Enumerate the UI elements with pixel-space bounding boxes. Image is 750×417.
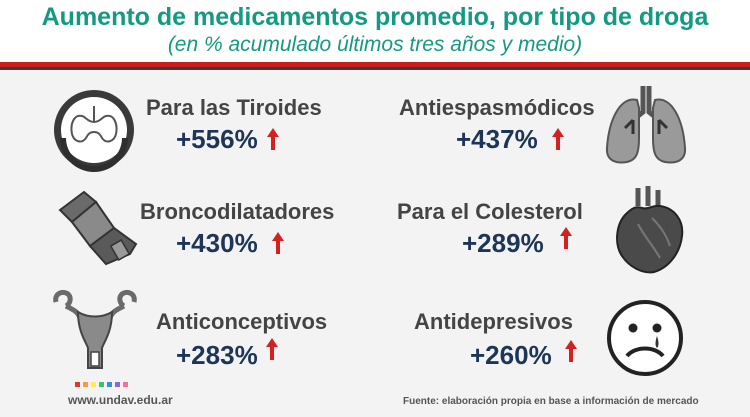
up-arrow-icon	[267, 128, 279, 150]
uterus-icon	[53, 289, 137, 369]
up-arrow-icon	[552, 128, 564, 150]
header-divider-dark	[0, 67, 750, 70]
up-arrow-icon	[560, 227, 572, 249]
item-label-contraceptives: Anticonceptivos	[156, 309, 328, 334]
item-label-thyroid: Para las Tiroides	[146, 95, 322, 120]
page-subtitle: (en % acumulado últimos tres años y medi…	[167, 33, 583, 56]
lungs-icon	[605, 86, 687, 164]
logo-dot	[107, 382, 112, 387]
item-value-cholesterol: +289%	[462, 228, 544, 258]
logo-dot	[75, 382, 80, 387]
footer-source: Fuente: elaboración propia en base a inf…	[403, 396, 699, 407]
item-value-contraceptives: +283%	[176, 340, 258, 370]
sad-face-icon	[607, 300, 683, 376]
item-value-antidepressants: +260%	[470, 340, 552, 370]
inhaler-icon	[58, 190, 138, 266]
header-divider-red	[0, 62, 750, 67]
page-title: Aumento de medicamentos promedio, por ti…	[41, 3, 709, 31]
logo-dot	[123, 382, 128, 387]
footer-url: www.undav.edu.ar	[68, 393, 173, 407]
header: Aumento de medicamentos promedio, por ti…	[0, 0, 750, 62]
up-arrow-icon	[272, 232, 284, 254]
item-value-antispasmodics: +437%	[456, 124, 538, 154]
item-label-bronchodilators: Broncodilatadores	[140, 199, 335, 224]
logo-dot	[83, 382, 88, 387]
item-label-cholesterol: Para el Colesterol	[397, 199, 583, 224]
item-value-thyroid: +556%	[176, 124, 258, 154]
item-value-bronchodilators: +430%	[176, 228, 258, 258]
item-label-antispasmodics: Antiespasmódicos	[399, 95, 595, 120]
up-arrow-icon	[565, 340, 577, 362]
logo-dots	[75, 382, 128, 387]
item-label-antidepressants: Antidepresivos	[414, 309, 573, 334]
logo-dot	[91, 382, 96, 387]
heart-icon	[616, 186, 684, 274]
thyroid-icon	[54, 90, 134, 172]
logo-dot	[115, 382, 120, 387]
up-arrow-icon	[266, 338, 278, 360]
logo-dot	[99, 382, 104, 387]
